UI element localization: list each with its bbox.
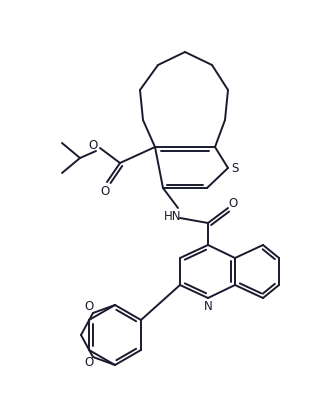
Text: O: O bbox=[100, 184, 109, 197]
Text: S: S bbox=[231, 162, 239, 175]
Text: O: O bbox=[84, 357, 94, 370]
Text: O: O bbox=[228, 197, 238, 210]
Text: O: O bbox=[88, 139, 98, 152]
Text: HN: HN bbox=[164, 210, 182, 223]
Text: O: O bbox=[84, 301, 94, 314]
Text: N: N bbox=[204, 301, 212, 314]
